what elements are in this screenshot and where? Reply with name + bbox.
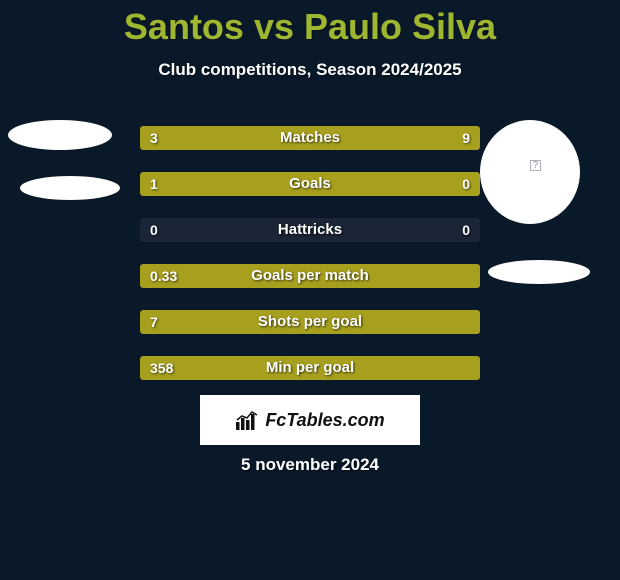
date-text: 5 november 2024 (0, 455, 620, 475)
stat-row: 00Hattricks (140, 218, 480, 242)
avatar-shape (488, 260, 590, 284)
page-title: Santos vs Paulo Silva (0, 0, 620, 48)
stat-row: 0.33Goals per match (140, 264, 480, 288)
stat-label: Hattricks (140, 218, 480, 242)
stat-label: Min per goal (140, 356, 480, 380)
brand-badge: FcTables.com (200, 395, 420, 445)
page-subtitle: Club competitions, Season 2024/2025 (0, 60, 620, 80)
stat-row: 358Min per goal (140, 356, 480, 380)
player-right-avatar: ? (480, 120, 590, 284)
stat-label: Goals (140, 172, 480, 196)
stat-label: Goals per match (140, 264, 480, 288)
comparison-chart: 39Matches 10Goals 00Hattricks 0.33Goals per… (140, 126, 480, 402)
brand-text: FcTables.com (265, 410, 384, 431)
stat-row: 39Matches (140, 126, 480, 150)
stat-row: 10Goals (140, 172, 480, 196)
stat-label: Shots per goal (140, 310, 480, 334)
stat-row: 7Shots per goal (140, 310, 480, 334)
stat-label: Matches (140, 126, 480, 150)
missing-image-icon: ? (530, 160, 541, 171)
avatar-shape (480, 120, 580, 224)
avatar-shape (8, 120, 112, 150)
avatar-shape (20, 176, 120, 200)
brand-chart-icon (235, 410, 259, 430)
player-left-avatar (8, 120, 120, 200)
